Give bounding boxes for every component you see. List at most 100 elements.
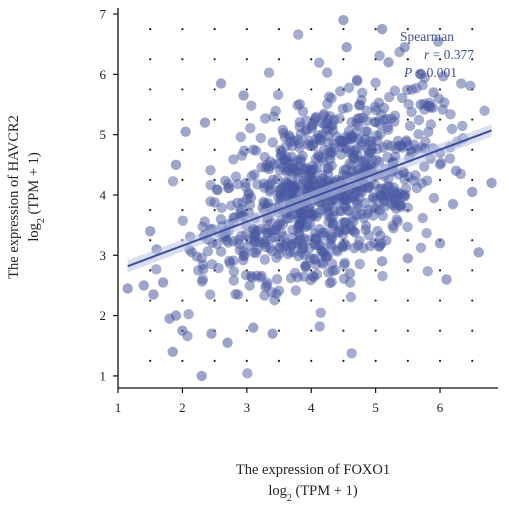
grid-dot (406, 359, 409, 362)
data-point (322, 250, 334, 261)
data-point (290, 164, 301, 175)
data-point (353, 155, 365, 166)
data-point (245, 122, 256, 134)
grid-dot (149, 208, 152, 212)
data-point (392, 216, 403, 227)
data-point (308, 271, 320, 283)
data-point (265, 184, 277, 195)
data-point (300, 125, 311, 137)
grid-dot (213, 148, 216, 151)
data-point (340, 143, 351, 154)
grid-dot (406, 299, 409, 302)
data-point (381, 235, 392, 246)
grid-dot (277, 28, 281, 31)
grid-dot (471, 28, 474, 31)
grid-dot (245, 118, 248, 121)
grid-dot (342, 299, 345, 302)
grid-dot (471, 299, 474, 302)
annotation-r-value: = 0.377 (429, 47, 474, 62)
data-point (315, 240, 326, 252)
data-point (243, 189, 255, 200)
data-point (228, 275, 239, 286)
data-point (236, 230, 247, 242)
data-point (376, 23, 388, 35)
grid-dot (149, 58, 152, 61)
y-tick-label: 5 (100, 127, 107, 142)
data-point (267, 137, 278, 148)
data-point (445, 109, 456, 120)
data-point (252, 179, 263, 190)
data-point (406, 106, 417, 118)
grid-dot (149, 239, 152, 242)
data-point (246, 100, 257, 111)
data-point (349, 190, 360, 202)
data-point (438, 71, 449, 82)
data-point (408, 139, 420, 150)
data-point (361, 105, 372, 116)
grid-dot (213, 58, 216, 61)
data-point (248, 144, 259, 155)
data-point (316, 204, 327, 216)
data-point (294, 219, 305, 231)
grid-dot (438, 58, 442, 61)
data-point (228, 154, 239, 165)
annotation-p-value: < 0.001 (412, 65, 457, 80)
grid-dot (471, 118, 474, 121)
grid-dot (310, 299, 313, 302)
x-tick-label: 6 (437, 400, 444, 415)
data-point (325, 212, 336, 224)
data-point (346, 348, 357, 359)
data-point (371, 203, 382, 214)
data-point (180, 126, 191, 137)
axes (117, 8, 498, 389)
data-point (303, 234, 314, 246)
data-point (170, 159, 182, 171)
data-point (425, 119, 437, 130)
data-point (337, 103, 348, 115)
annotation-r: r = 0.377 (424, 47, 474, 62)
data-point (240, 181, 251, 193)
y-axis-tpm: (TPM + 1) (26, 152, 42, 218)
data-point (457, 120, 468, 132)
data-point (303, 135, 314, 146)
data-point (339, 257, 351, 269)
data-point (271, 288, 282, 300)
data-point (399, 42, 410, 53)
y-axis-unit: log2 (TPM + 1) (26, 152, 47, 241)
data-point (335, 86, 346, 97)
data-point (342, 132, 354, 144)
data-point (356, 94, 367, 106)
grid-dot (438, 28, 442, 31)
regression-line-path (127, 129, 492, 268)
grid-dot (149, 359, 152, 362)
data-point (343, 82, 355, 93)
grid-dot (374, 28, 377, 31)
grid-dot (438, 118, 442, 121)
data-point (434, 159, 446, 170)
x-axis-log-base: 2 (287, 493, 292, 504)
data-point (270, 224, 282, 235)
data-point (232, 197, 243, 209)
grid-dot (181, 359, 184, 362)
data-point (353, 120, 364, 131)
data-point (427, 102, 439, 113)
data-point (322, 113, 334, 125)
grid-dot (438, 208, 442, 212)
data-point (383, 57, 394, 68)
grid-dot (213, 88, 216, 91)
data-point (325, 147, 336, 158)
data-point (177, 325, 188, 336)
data-point (248, 322, 259, 333)
data-point (379, 201, 391, 212)
data-point (223, 182, 234, 194)
data-point (205, 164, 216, 176)
data-point (272, 89, 284, 101)
data-point (428, 87, 439, 98)
data-point (411, 182, 423, 194)
data-point (206, 328, 217, 339)
grid-dot (181, 208, 184, 212)
data-point (268, 111, 279, 122)
grid-dot (310, 58, 313, 61)
data-point (202, 246, 214, 257)
grid-dot (277, 58, 281, 61)
